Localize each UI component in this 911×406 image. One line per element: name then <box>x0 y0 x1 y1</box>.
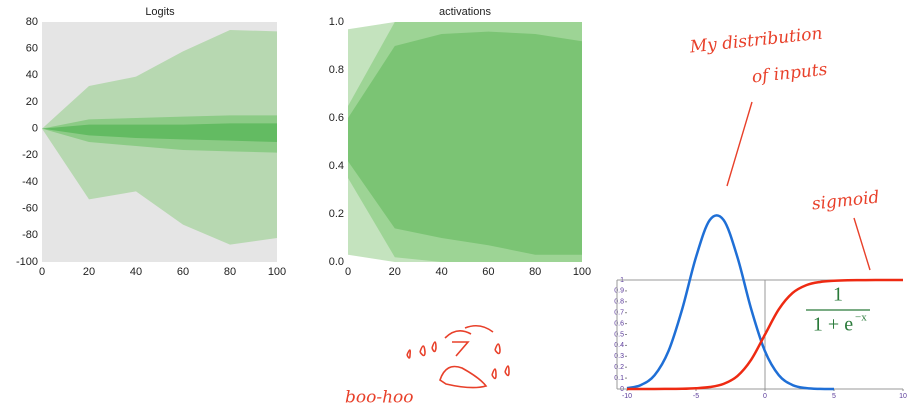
x-tick-label: 60 <box>177 266 189 278</box>
formula-numerator: 1 <box>833 284 843 306</box>
x-tick-label: 5 <box>832 393 836 400</box>
y-tick-label: 0.2 <box>614 364 624 371</box>
x-tick-label: -10 <box>622 393 632 400</box>
annotation: My distribution <box>688 24 823 58</box>
x-tick-label: 60 <box>482 266 494 278</box>
y-tick-label: -80 <box>22 229 38 241</box>
y-tick-label: 60 <box>26 43 38 55</box>
page: -100-80-60-40-200204060800204060801000.0… <box>0 0 911 406</box>
line <box>627 215 834 389</box>
x-tick-label: 0 <box>763 393 767 400</box>
y-tick-label: 0.2 <box>329 208 344 220</box>
y-tick-label: 0.5 <box>614 331 624 338</box>
y-tick-label: 0.8 <box>329 64 344 76</box>
y-tick-label: 20 <box>26 96 38 108</box>
formula-exponent: −x <box>855 312 867 324</box>
y-tick-label: 1.0 <box>329 16 344 28</box>
y-tick-label: 0.6 <box>329 112 344 124</box>
y-tick-label: 80 <box>26 16 38 28</box>
annotation: boo-hoo <box>345 388 414 406</box>
x-tick-label: 80 <box>529 266 541 278</box>
x-tick-label: 20 <box>389 266 401 278</box>
chart-title: Logits <box>145 6 175 18</box>
y-tick-label: -100 <box>16 256 38 268</box>
x-tick-label: 100 <box>268 266 286 278</box>
chart-title: activations <box>439 6 491 18</box>
annotation-arrow <box>727 102 870 270</box>
y-tick-label: -40 <box>22 176 38 188</box>
crying-face <box>407 326 509 388</box>
y-tick-label: 0.3 <box>614 353 624 360</box>
y-tick-label: 0 <box>32 123 38 135</box>
y-tick-label: 0.7 <box>614 310 624 317</box>
chart: -100 -80 -60 -40 -20 0 20 40 60 80 0 20 40 60 80 100 <box>16 16 286 278</box>
x-tick-label: 20 <box>83 266 95 278</box>
x-tick-label: 40 <box>435 266 447 278</box>
y-tick-label: 0.6 <box>614 320 624 327</box>
x-tick-label: 0 <box>345 266 351 278</box>
chart: 0.0 0.2 0.4 0.6 0.8 1.0 0 20 40 60 80 100 <box>329 16 591 278</box>
y-tick-label: 0.4 <box>329 160 344 172</box>
y-tick-label: 0.9 <box>614 288 624 295</box>
x-tick-label: 40 <box>130 266 142 278</box>
y-tick-label: 40 <box>26 69 38 81</box>
x-tick-label: 0 <box>39 266 45 278</box>
annotation: sigmoid <box>811 187 881 214</box>
y-tick-label: 0.8 <box>614 299 624 306</box>
y-tick-label: -20 <box>22 149 38 161</box>
x-tick-label: 10 <box>899 393 907 400</box>
y-tick-label: 0.0 <box>329 256 344 268</box>
annotation: of inputs <box>751 60 829 88</box>
x-tick-label: 100 <box>573 266 591 278</box>
formula-denominator: 1 + e <box>813 314 853 336</box>
y-tick-label: -60 <box>22 203 38 215</box>
y-tick-label: 0.1 <box>614 375 624 382</box>
y-tick-label: 0.4 <box>614 342 624 349</box>
x-tick-label: 80 <box>224 266 236 278</box>
x-tick-label: -5 <box>693 393 699 400</box>
